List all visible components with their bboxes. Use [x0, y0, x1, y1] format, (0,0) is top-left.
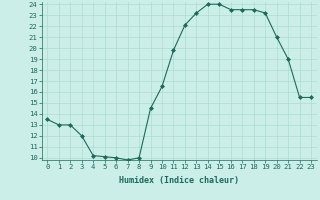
X-axis label: Humidex (Indice chaleur): Humidex (Indice chaleur) [119, 176, 239, 185]
